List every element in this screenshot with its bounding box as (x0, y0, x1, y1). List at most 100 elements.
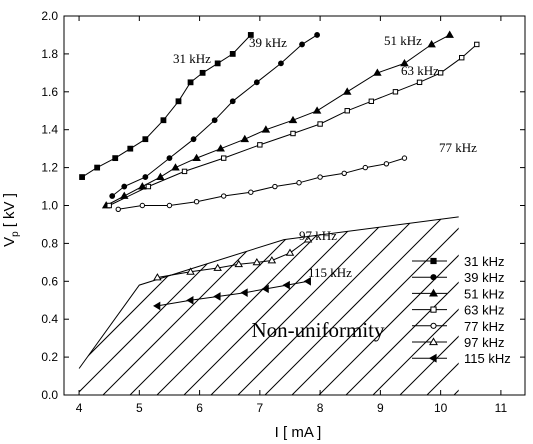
data-point (437, 70, 444, 76)
hatch-line (79, 216, 445, 395)
hatch-line (79, 216, 459, 395)
data-point (213, 263, 222, 271)
data-point (373, 68, 382, 76)
hatch-line (79, 216, 459, 395)
legend-label: 115 kHz (464, 351, 511, 366)
legend-label: 63 kHz (464, 303, 504, 318)
data-point (229, 51, 236, 57)
data-point (211, 117, 218, 124)
legend-label: 31 kHz (464, 254, 504, 269)
data-point (240, 288, 248, 297)
data-point (303, 235, 313, 243)
data-point (121, 183, 128, 190)
data-point (142, 136, 149, 143)
data-point (115, 206, 121, 212)
hatch-line (212, 216, 459, 395)
data-point (429, 337, 438, 346)
x-tick-label: 6 (196, 401, 203, 415)
x-tick-label: 11 (495, 401, 508, 415)
data-point (186, 295, 194, 305)
data-point (199, 69, 206, 76)
hatch-line (293, 216, 459, 395)
data-point (253, 79, 260, 86)
data-point (240, 134, 250, 143)
legend-item: 39 kHz (412, 270, 504, 285)
series-39-khz (109, 32, 320, 199)
data-point (166, 155, 173, 162)
y-tick-label: 1.8 (41, 47, 58, 61)
data-point (362, 164, 369, 171)
legend-label: 51 kHz (464, 286, 504, 301)
data-point (285, 248, 295, 256)
hatch-line (158, 216, 459, 395)
x-tick-label: 5 (136, 401, 143, 415)
x-tick-label: 10 (434, 401, 448, 415)
non-uniformity-region (78, 216, 459, 395)
data-point (261, 125, 271, 133)
series-line (108, 44, 478, 206)
legend-label: 97 kHz (464, 335, 504, 350)
series-77-khz (115, 155, 408, 212)
data-point (272, 183, 278, 190)
data-point (229, 98, 236, 105)
legend-item: 77 kHz (412, 319, 504, 334)
series-annotation: 31 kHz (173, 51, 211, 66)
y-tick-label: 1.0 (41, 199, 58, 213)
series-annotation: 63 kHz (401, 63, 439, 78)
hatch-line (131, 216, 459, 395)
data-point (317, 174, 323, 180)
data-point (430, 257, 437, 265)
series-annotation: 97 kHz (299, 228, 337, 243)
data-point (153, 301, 161, 311)
data-point (430, 306, 437, 313)
data-point (429, 288, 438, 297)
data-point (288, 115, 298, 124)
y-axis-label: Vp [ kV ] (1, 193, 21, 247)
region-boundary (78, 216, 459, 369)
data-point (341, 170, 347, 176)
data-point (186, 267, 195, 275)
region-label: Non-uniformity (252, 318, 385, 342)
data-point (303, 277, 311, 286)
series-layer: 31 kHz 39 kHz 51 kHz 63 kHz 77 kHz 97 kHz 115 … (79, 30, 480, 311)
data-point (171, 163, 180, 171)
series-115-khz (153, 277, 311, 311)
data-point (248, 189, 254, 195)
legend-item: 63 kHz (412, 303, 504, 318)
data-point (192, 153, 201, 162)
data-point (94, 164, 101, 171)
series-line (111, 34, 318, 197)
data-point (213, 292, 221, 301)
y-tick-label: 0.6 (41, 274, 58, 288)
data-point (427, 40, 436, 48)
legend-label: 39 kHz (464, 270, 504, 285)
x-tick-label: 9 (377, 401, 384, 415)
legend-item: 51 kHz (412, 286, 504, 301)
x-tick-label: 4 (76, 401, 83, 415)
y-tick-label: 1.6 (41, 85, 58, 99)
data-point (400, 58, 409, 67)
data-point (220, 193, 227, 199)
data-point (290, 130, 296, 137)
data-point (383, 161, 390, 167)
data-point (261, 284, 269, 294)
hatch-line (320, 216, 459, 395)
x-tick-label: 7 (257, 401, 264, 415)
series-annotation: 39 kHz (249, 35, 287, 50)
y-tick-label: 0.8 (41, 236, 58, 250)
y-tick-label: 0.4 (41, 312, 58, 326)
data-point (430, 274, 437, 281)
data-point (139, 202, 146, 209)
data-point (214, 60, 221, 67)
legend-item: 97 kHz (412, 335, 504, 350)
data-point (296, 180, 302, 186)
hatch-line (79, 216, 202, 395)
data-point (459, 54, 465, 61)
data-point (474, 41, 480, 48)
legend-label: 77 kHz (464, 319, 504, 334)
series-annotation: 77 kHz (439, 140, 477, 155)
data-point (342, 87, 352, 95)
data-point (428, 353, 437, 363)
y-tick-label: 1.2 (41, 161, 58, 175)
